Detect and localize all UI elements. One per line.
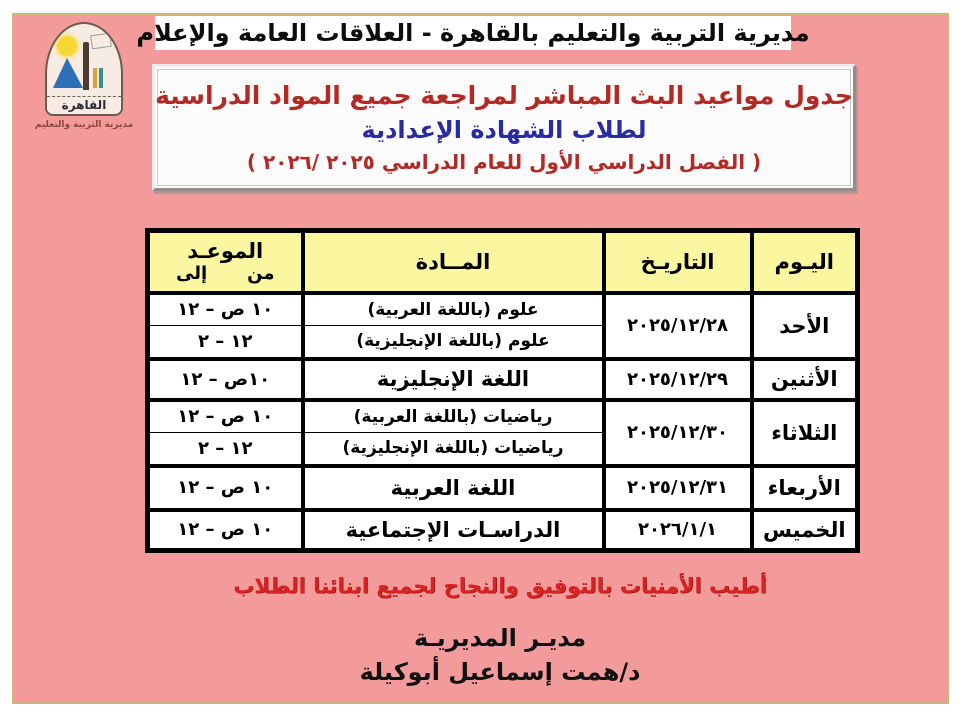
table-row: رياضيات (باللغة الإنجليزية) ١٢ – ٢: [145, 432, 858, 468]
table-header-row: اليـوم التاريـخ المــادة الموعـد من إلى: [145, 228, 860, 295]
date-cell-tuesday: ٢٠٢٥/١٢/٣٠: [601, 397, 754, 468]
col-header-time: الموعـد من إلى: [145, 228, 305, 295]
col-header-date: التاريـخ: [601, 228, 754, 295]
time-header-from: من: [247, 263, 275, 285]
subject-cell: علوم (باللغة الإنجليزية): [300, 325, 606, 361]
pyramid-icon: [53, 58, 83, 88]
date-cell-wednesday: ٢٠٢٥/١٢/٣١: [601, 463, 754, 512]
time-header-title: الموعـد: [187, 239, 264, 264]
schedule-table: اليـوم التاريـخ المــادة الموعـد من إلى …: [145, 228, 860, 553]
day-cell-thursday: الخميس: [749, 507, 860, 553]
table-row: الأحد ٢٠٢٥/١٢/٢٨ علوم (باللغة العربية) ١…: [145, 290, 860, 361]
col-header-subject: المــادة: [300, 228, 606, 295]
day-cell-wednesday: الأربعاء: [749, 463, 860, 512]
subject-cell: رياضيات (باللغة الإنجليزية): [300, 432, 606, 468]
logo-city-label: القاهرة: [47, 96, 121, 112]
title-line-3: ( الفصل الدراسي الأول للعام الدراسي ٢٠٢٥…: [246, 150, 762, 174]
subject-cell: رياضيات (باللغة العربية): [300, 397, 606, 433]
logo-arch: القاهرة: [45, 22, 123, 116]
day-cell-sunday: الأحد: [749, 290, 860, 361]
day-cell-monday: الأثنين: [749, 356, 860, 402]
subject-cell: علوم (باللغة العربية): [300, 290, 606, 326]
time-cell: ١٢ – ٢: [145, 432, 305, 468]
title-line-1: جدول مواعيد البث المباشر لمراجعة جميع ال…: [155, 81, 853, 110]
subject-cell: اللغة العربية: [300, 463, 606, 512]
wishes-text: أطيب الأمنيات بالتوفيق والنجاح لجميع ابن…: [233, 574, 767, 598]
sun-icon: [57, 36, 77, 56]
subject-cell: الدراسـات الإجتماعية: [300, 507, 606, 553]
logo-org-label: مديرية التربية والتعليم: [34, 120, 134, 130]
title-box: جدول مواعيد البث المباشر لمراجعة جميع ال…: [152, 64, 856, 191]
subject-cell: اللغة الإنجليزية: [300, 356, 606, 402]
time-cell: ١٠ص – ١٢: [145, 356, 305, 402]
time-cell: ١٠ ص – ١٢: [145, 463, 305, 512]
col-header-day: اليـوم: [749, 228, 860, 295]
table-row: الثلاثاء ٢٠٢٥/١٢/٣٠ رياضيات (باللغة العر…: [145, 397, 860, 468]
table-row: الخميس ٢٠٢٦/١/١ الدراسـات الإجتماعية ١٠ …: [145, 507, 860, 553]
date-cell-sunday: ٢٠٢٥/١٢/٢٨: [601, 290, 754, 361]
table-row: الأربعاء ٢٠٢٥/١٢/٣١ اللغة العربية ١٠ ص –…: [145, 463, 860, 512]
signature-title: مديـر المديريـة: [413, 624, 587, 652]
time-cell: ١٠ ص – ١٢: [145, 290, 305, 326]
table-row: الأثنين ٢٠٢٥/١٢/٢٩ اللغة الإنجليزية ١٠ص …: [145, 356, 860, 402]
directorate-logo: القاهرة مديرية التربية والتعليم: [35, 22, 133, 140]
header-bar: مديرية التربية والتعليم بالقاهرة - العلا…: [136, 16, 810, 50]
time-header-to: إلى: [176, 263, 208, 285]
pencils-icon: [93, 68, 107, 90]
time-cell: ١٠ ص – ١٢: [145, 397, 305, 433]
date-cell-thursday: ٢٠٢٦/١/١: [601, 507, 754, 553]
header-bar-text: مديرية التربية والتعليم بالقاهرة - العلا…: [136, 19, 810, 47]
signature-name: د/همت إسماعيل أبوكيلة: [359, 658, 641, 686]
day-cell-tuesday: الثلاثاء: [749, 397, 860, 468]
title-line-2: لطلاب الشهادة الإعدادية: [361, 116, 647, 144]
date-cell-monday: ٢٠٢٥/١٢/٢٩: [601, 356, 754, 402]
table-row: علوم (باللغة الإنجليزية) ١٢ – ٢: [145, 325, 858, 361]
time-cell: ١٢ – ٢: [145, 325, 305, 361]
egypt-flag-icon: [90, 32, 112, 50]
cairo-tower-icon: [83, 42, 89, 90]
time-cell: ١٠ ص – ١٢: [145, 507, 305, 553]
